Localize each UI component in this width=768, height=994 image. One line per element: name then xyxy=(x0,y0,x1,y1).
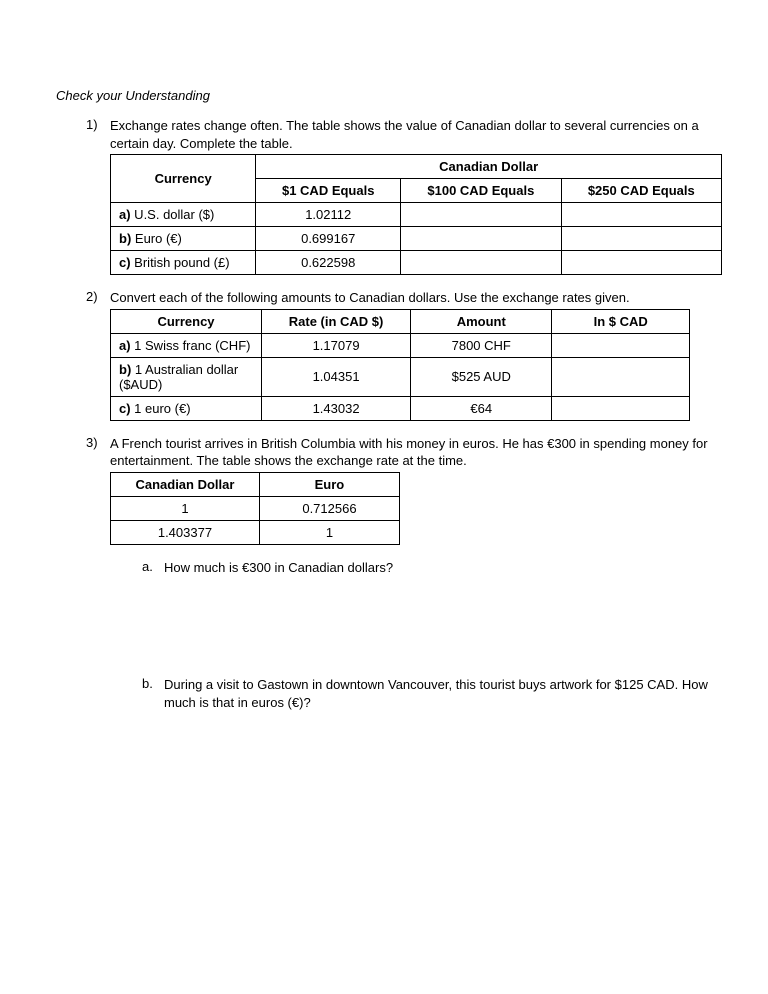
q1-row2-label: British pound (£) xyxy=(131,255,230,270)
q3a-text: How much is €300 in Canadian dollars? xyxy=(164,559,712,577)
q1-col-group: Canadian Dollar xyxy=(256,155,722,179)
answer-space xyxy=(86,576,712,662)
q1-number: 1) xyxy=(86,117,110,132)
q3-col-eur: Euro xyxy=(259,472,399,496)
q2-row2-rate: 1.43032 xyxy=(262,396,411,420)
q3a-letter: a. xyxy=(142,559,164,574)
q2-row2-amount: €64 xyxy=(411,396,552,420)
q3b-text: During a visit to Gastown in downtown Va… xyxy=(164,676,712,711)
q1-row1-v1: 0.699167 xyxy=(256,227,401,251)
q2-col-amount: Amount xyxy=(411,309,552,333)
q1-row1-bold: b) xyxy=(119,231,131,246)
question-1: 1) Exchange rates change often. The tabl… xyxy=(86,117,712,275)
q1-row0-label: U.S. dollar ($) xyxy=(131,207,215,222)
q2-row0-amount: 7800 CHF xyxy=(411,333,552,357)
question-3: 3) A French tourist arrives in British C… xyxy=(86,435,712,712)
q2-row1-bold: b) xyxy=(119,362,131,377)
page-heading: Check your Understanding xyxy=(56,88,712,103)
q1-row0-v1: 1.02112 xyxy=(256,203,401,227)
q2-row0-label: 1 Swiss franc (CHF) xyxy=(131,338,251,353)
q3b-letter: b. xyxy=(142,676,164,691)
table-row: b) 1 Australian dollar ($AUD) 1.04351 $5… xyxy=(111,357,690,396)
table-row: b) Euro (€) 0.699167 xyxy=(111,227,722,251)
table-row: 1 0.712566 xyxy=(111,496,400,520)
q3-table: Canadian Dollar Euro 1 0.712566 1.403377… xyxy=(110,472,400,545)
q2-text: Convert each of the following amounts to… xyxy=(110,289,712,307)
q2-row2-label: 1 euro (€) xyxy=(131,401,191,416)
q2-row1-incad xyxy=(552,357,690,396)
question-2: 2) Convert each of the following amounts… xyxy=(86,289,712,421)
q1-row1-v250 xyxy=(561,227,721,251)
q1-row2-bold: c) xyxy=(119,255,131,270)
q2-col-rate: Rate (in CAD $) xyxy=(262,309,411,333)
q3b: b. During a visit to Gastown in downtown… xyxy=(142,676,712,711)
q1-row0-v250 xyxy=(561,203,721,227)
q3-row1-cad: 1.403377 xyxy=(111,520,260,544)
q1-col-currency: Currency xyxy=(111,155,256,203)
q3-row0-cad: 1 xyxy=(111,496,260,520)
q2-row2-bold: c) xyxy=(119,401,131,416)
q1-row1-v100 xyxy=(401,227,561,251)
table-row: a) U.S. dollar ($) 1.02112 xyxy=(111,203,722,227)
q2-row1-rate: 1.04351 xyxy=(262,357,411,396)
q2-row0-incad xyxy=(552,333,690,357)
q2-number: 2) xyxy=(86,289,110,304)
q2-table: Currency Rate (in CAD $) Amount In $ CAD… xyxy=(110,309,690,421)
q1-row1-label: Euro (€) xyxy=(131,231,182,246)
q2-row1-label: 1 Australian dollar ($AUD) xyxy=(119,362,238,392)
q1-text: Exchange rates change often. The table s… xyxy=(110,117,712,152)
worksheet-page: Check your Understanding 1) Exchange rat… xyxy=(0,0,768,711)
q1-table: Currency Canadian Dollar $1 CAD Equals $… xyxy=(110,154,722,275)
q3a: a. How much is €300 in Canadian dollars? xyxy=(142,559,712,577)
q1-row0-bold: a) xyxy=(119,207,131,222)
q1-row2-v250 xyxy=(561,251,721,275)
table-row: a) 1 Swiss franc (CHF) 1.17079 7800 CHF xyxy=(111,333,690,357)
q1-col-1cad: $1 CAD Equals xyxy=(256,179,401,203)
q2-row1-amount: $525 AUD xyxy=(411,357,552,396)
q2-col-incad: In $ CAD xyxy=(552,309,690,333)
q3-text: A French tourist arrives in British Colu… xyxy=(110,435,712,470)
table-row: 1.403377 1 xyxy=(111,520,400,544)
q2-col-currency: Currency xyxy=(111,309,262,333)
q3-number: 3) xyxy=(86,435,110,450)
q2-row2-incad xyxy=(552,396,690,420)
q2-row0-rate: 1.17079 xyxy=(262,333,411,357)
table-row: c) British pound (£) 0.622598 xyxy=(111,251,722,275)
q1-row2-v1: 0.622598 xyxy=(256,251,401,275)
q1-col-100cad: $100 CAD Equals xyxy=(401,179,561,203)
q2-row0-bold: a) xyxy=(119,338,131,353)
q1-col-250cad: $250 CAD Equals xyxy=(561,179,721,203)
q1-row2-v100 xyxy=(401,251,561,275)
q1-row0-v100 xyxy=(401,203,561,227)
q3-row0-eur: 0.712566 xyxy=(259,496,399,520)
table-row: c) 1 euro (€) 1.43032 €64 xyxy=(111,396,690,420)
q3-row1-eur: 1 xyxy=(259,520,399,544)
q3-col-cad: Canadian Dollar xyxy=(111,472,260,496)
